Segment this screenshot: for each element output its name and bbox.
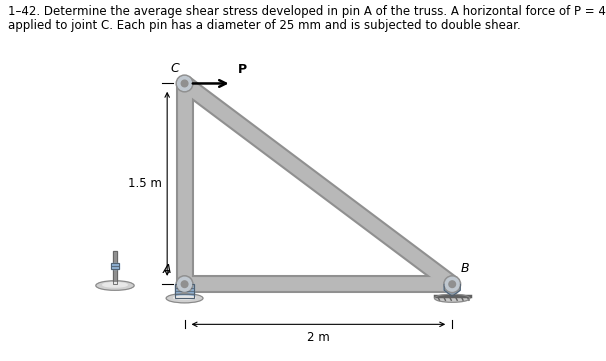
- Ellipse shape: [96, 281, 134, 290]
- Circle shape: [444, 276, 461, 293]
- Bar: [113, 251, 117, 284]
- Text: A: A: [162, 263, 171, 276]
- Ellipse shape: [435, 294, 470, 302]
- Ellipse shape: [103, 283, 127, 287]
- Ellipse shape: [166, 293, 203, 303]
- Circle shape: [176, 276, 193, 293]
- Polygon shape: [444, 284, 460, 296]
- Bar: [111, 263, 119, 269]
- Polygon shape: [175, 284, 194, 297]
- Circle shape: [445, 277, 459, 291]
- Text: 1.5 m: 1.5 m: [128, 177, 162, 190]
- Text: P: P: [238, 63, 247, 76]
- Circle shape: [449, 281, 456, 287]
- Text: applied to joint C. Each pin has a diameter of 25 mm and is subjected to double : applied to joint C. Each pin has a diame…: [8, 19, 521, 32]
- Bar: [111, 263, 119, 269]
- Ellipse shape: [174, 296, 196, 299]
- Circle shape: [178, 277, 191, 291]
- Text: B: B: [460, 262, 469, 275]
- Circle shape: [181, 281, 188, 287]
- Text: C: C: [170, 62, 179, 75]
- Text: 1–42. Determine the average shear stress developed in pin A of the truss. A hori: 1–42. Determine the average shear stress…: [8, 5, 606, 18]
- Circle shape: [178, 77, 191, 90]
- Text: 2 m: 2 m: [307, 331, 330, 344]
- Bar: [113, 251, 117, 284]
- Circle shape: [181, 80, 188, 87]
- Circle shape: [176, 75, 193, 92]
